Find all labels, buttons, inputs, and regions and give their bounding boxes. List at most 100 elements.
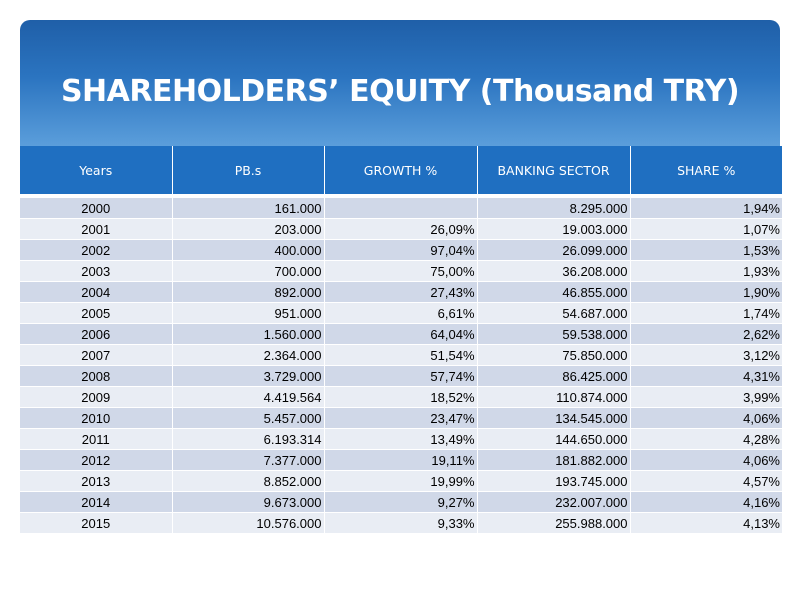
cell-growth: 57,74% (324, 365, 478, 387)
table-row: 2002 400.000 97,04% 26.099.000 1,53% (20, 239, 782, 261)
cell-share: 4,16% (630, 491, 782, 513)
cell-share: 4,31% (630, 365, 782, 387)
cell-pbs: 161.000 (172, 197, 325, 219)
table-row: 2001 203.000 26,09% 19.003.000 1,07% (20, 218, 782, 240)
cell-pbs: 892.000 (172, 281, 325, 303)
cell-year: 2013 (20, 470, 173, 492)
cell-year: 2010 (20, 407, 173, 429)
table-row: 2008 3.729.000 57,74% 86.425.000 4,31% (20, 365, 782, 387)
cell-year: 2000 (20, 197, 173, 219)
table-row: 2015 10.576.000 9,33% 255.988.000 4,13% (20, 512, 782, 533)
cell-share: 3,99% (630, 386, 782, 408)
cell-pbs: 951.000 (172, 302, 325, 324)
table-row: 2007 2.364.000 51,54% 75.850.000 3,12% (20, 344, 782, 366)
cell-share: 1,74% (630, 302, 782, 324)
cell-banking-sector: 26.099.000 (477, 239, 631, 261)
cell-pbs: 1.560.000 (172, 323, 325, 345)
cell-year: 2014 (20, 491, 173, 513)
cell-pbs: 9.673.000 (172, 491, 325, 513)
cell-share: 1,94% (630, 197, 782, 219)
column-header-years: Years (20, 146, 173, 195)
cell-banking-sector: 75.850.000 (477, 344, 631, 366)
cell-growth: 19,11% (324, 449, 478, 471)
table-row: 2009 4.419.564 18,52% 110.874.000 3,99% (20, 386, 782, 408)
cell-banking-sector: 54.687.000 (477, 302, 631, 324)
cell-year: 2007 (20, 344, 173, 366)
cell-year: 2012 (20, 449, 173, 471)
cell-year: 2005 (20, 302, 173, 324)
cell-growth: 9,33% (324, 512, 478, 533)
cell-pbs: 700.000 (172, 260, 325, 282)
cell-banking-sector: 86.425.000 (477, 365, 631, 387)
table-row: 2003 700.000 75,00% 36.208.000 1,93% (20, 260, 782, 282)
cell-growth: 26,09% (324, 218, 478, 240)
cell-share: 3,12% (630, 344, 782, 366)
table-header: Years PB.s GROWTH % BANKING SECTOR SHARE… (20, 146, 782, 195)
cell-banking-sector: 8.295.000 (477, 197, 631, 219)
cell-banking-sector: 232.007.000 (477, 491, 631, 513)
cell-pbs: 203.000 (172, 218, 325, 240)
column-header-banking-sector: BANKING SECTOR (477, 146, 631, 195)
cell-year: 2003 (20, 260, 173, 282)
cell-banking-sector: 110.874.000 (477, 386, 631, 408)
cell-banking-sector: 46.855.000 (477, 281, 631, 303)
cell-growth: 51,54% (324, 344, 478, 366)
column-header-share: SHARE % (630, 146, 782, 195)
cell-share: 4,28% (630, 428, 782, 450)
cell-pbs: 10.576.000 (172, 512, 325, 533)
table-row: 2000 161.000 8.295.000 1,94% (20, 197, 782, 219)
table-row: 2005 951.000 6,61% 54.687.000 1,74% (20, 302, 782, 324)
table-row: 2013 8.852.000 19,99% 193.745.000 4,57% (20, 470, 782, 492)
cell-pbs: 7.377.000 (172, 449, 325, 471)
cell-banking-sector: 255.988.000 (477, 512, 631, 533)
cell-year: 2006 (20, 323, 173, 345)
column-header-pbs: PB.s (172, 146, 325, 195)
cell-growth: 97,04% (324, 239, 478, 261)
cell-growth: 19,99% (324, 470, 478, 492)
cell-pbs: 2.364.000 (172, 344, 325, 366)
cell-share: 4,57% (630, 470, 782, 492)
cell-share: 2,62% (630, 323, 782, 345)
cell-year: 2002 (20, 239, 173, 261)
cell-growth: 27,43% (324, 281, 478, 303)
cell-year: 2011 (20, 428, 173, 450)
cell-growth: 9,27% (324, 491, 478, 513)
cell-share: 1,53% (630, 239, 782, 261)
cell-pbs: 400.000 (172, 239, 325, 261)
cell-share: 1,90% (630, 281, 782, 303)
cell-pbs: 5.457.000 (172, 407, 325, 429)
cell-banking-sector: 144.650.000 (477, 428, 631, 450)
cell-growth: 13,49% (324, 428, 478, 450)
cell-growth: 18,52% (324, 386, 478, 408)
table-body: 2000 161.000 8.295.000 1,94% 2001 203.000 26,0… (20, 194, 782, 533)
cell-pbs: 6.193.314 (172, 428, 325, 450)
column-header-growth: GROWTH % (324, 146, 478, 195)
cell-share: 4,13% (630, 512, 782, 533)
cell-share: 1,07% (630, 218, 782, 240)
cell-growth: 23,47% (324, 407, 478, 429)
title-banner: SHAREHOLDERS’ EQUITY (Thousand TRY) (20, 20, 780, 146)
header-gap-cell (20, 194, 782, 198)
equity-table: Years PB.s GROWTH % BANKING SECTOR SHARE… (20, 146, 782, 533)
page-title: SHAREHOLDERS’ EQUITY (Thousand TRY) (60, 74, 740, 109)
cell-growth: 6,61% (324, 302, 478, 324)
cell-year: 2004 (20, 281, 173, 303)
header-gap (20, 194, 782, 198)
table-row: 2012 7.377.000 19,11% 181.882.000 4,06% (20, 449, 782, 471)
table-row: 2011 6.193.314 13,49% 144.650.000 4,28% (20, 428, 782, 450)
cell-pbs: 8.852.000 (172, 470, 325, 492)
cell-year: 2001 (20, 218, 173, 240)
header-row: Years PB.s GROWTH % BANKING SECTOR SHARE… (20, 146, 782, 195)
cell-growth: 75,00% (324, 260, 478, 282)
cell-pbs: 4.419.564 (172, 386, 325, 408)
cell-year: 2009 (20, 386, 173, 408)
table-row: 2010 5.457.000 23,47% 134.545.000 4,06% (20, 407, 782, 429)
cell-share: 1,93% (630, 260, 782, 282)
table-row: 2004 892.000 27,43% 46.855.000 1,90% (20, 281, 782, 303)
cell-banking-sector: 19.003.000 (477, 218, 631, 240)
cell-banking-sector: 134.545.000 (477, 407, 631, 429)
cell-banking-sector: 193.745.000 (477, 470, 631, 492)
cell-banking-sector: 181.882.000 (477, 449, 631, 471)
cell-share: 4,06% (630, 407, 782, 429)
